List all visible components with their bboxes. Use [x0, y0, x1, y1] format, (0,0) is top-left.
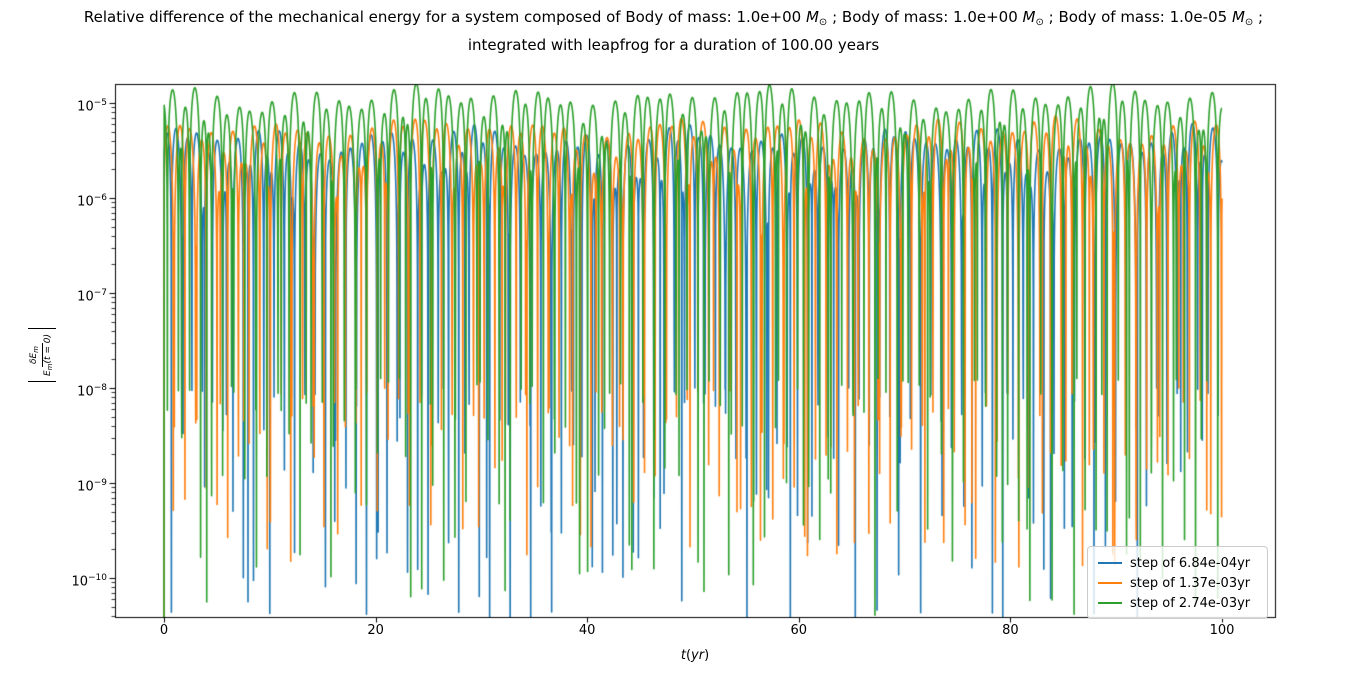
text-part: m — [31, 345, 40, 353]
y-axis-fraction-denominator: Em(t = 0) — [43, 333, 56, 377]
y-axis-label: δEm Em(t = 0) — [27, 315, 57, 395]
x-tick-label: 0 — [159, 623, 169, 638]
abs-bar-left — [28, 381, 56, 383]
abs-bar-right — [28, 327, 56, 329]
y-tick-label: 10−5 — [77, 98, 107, 115]
legend-entry: step of 2.74e-03yr — [1098, 593, 1267, 613]
text-part: ⊙ — [1244, 17, 1254, 28]
legend-line-swatch — [1098, 561, 1122, 565]
text-part: ⊙ — [1035, 17, 1044, 28]
text-part: ; — [1253, 8, 1264, 26]
text-part: ( — [42, 360, 53, 364]
y-tick-label: 10−6 — [77, 193, 107, 210]
text-part: δE — [28, 352, 39, 365]
text-part: ( — [685, 648, 692, 663]
figure-title-line-2: integrated with leapfrog for a duration … — [467, 36, 880, 54]
text-part: t — [680, 648, 686, 663]
legend-entry: step of 1.37e-03yr — [1098, 573, 1267, 593]
x-axis-label: t(yr) — [681, 648, 709, 663]
text-part: yr — [691, 648, 705, 663]
y-tick-label: 10−10 — [71, 573, 107, 590]
y-tick-label: 10−9 — [77, 478, 107, 495]
text-part: ) — [704, 648, 710, 663]
text-part: t — [42, 356, 53, 360]
text-part: M — [1231, 8, 1245, 26]
x-tick-label: 60 — [790, 623, 808, 638]
x-tick-label: 40 — [578, 623, 596, 638]
text-part: ; Body of mass: 1.0e-05 — [1043, 8, 1232, 26]
text-part: M — [1022, 8, 1036, 26]
y-tick-label: 10−8 — [77, 383, 107, 400]
text-part: m — [45, 363, 54, 371]
x-tick-label: 100 — [1209, 623, 1235, 638]
legend: step of 6.84e-04yr step of 1.37e-03yr step… — [1087, 546, 1268, 619]
legend-label: step of 6.84e-04yr — [1130, 555, 1251, 571]
text-part: Relative difference of the mechanical en… — [83, 8, 806, 26]
legend-line-swatch — [1098, 581, 1122, 585]
legend-line-swatch — [1098, 601, 1122, 605]
y-tick-label: 10−7 — [77, 288, 107, 305]
text-part: ⊙ — [818, 17, 828, 28]
text-part: = 0) — [42, 333, 53, 357]
legend-label: step of 2.74e-03yr — [1130, 595, 1251, 611]
y-axis-fraction-numerator: δEm — [28, 342, 43, 368]
text-part: ; Body of mass: 1.0e+00 — [827, 8, 1023, 26]
text-part: M — [805, 8, 819, 26]
legend-entry: step of 6.84e-04yr — [1098, 553, 1267, 573]
figure-title-line-1: Relative difference of the mechanical en… — [0, 6, 1347, 34]
legend-label: step of 1.37e-03yr — [1130, 575, 1251, 591]
y-axis-fraction: δEm Em(t = 0) — [28, 333, 56, 377]
text-part: E — [42, 370, 53, 377]
figure-title: Relative difference of the mechanical en… — [0, 6, 1347, 57]
x-tick-label: 20 — [367, 623, 384, 638]
x-tick-label: 80 — [1002, 623, 1019, 638]
